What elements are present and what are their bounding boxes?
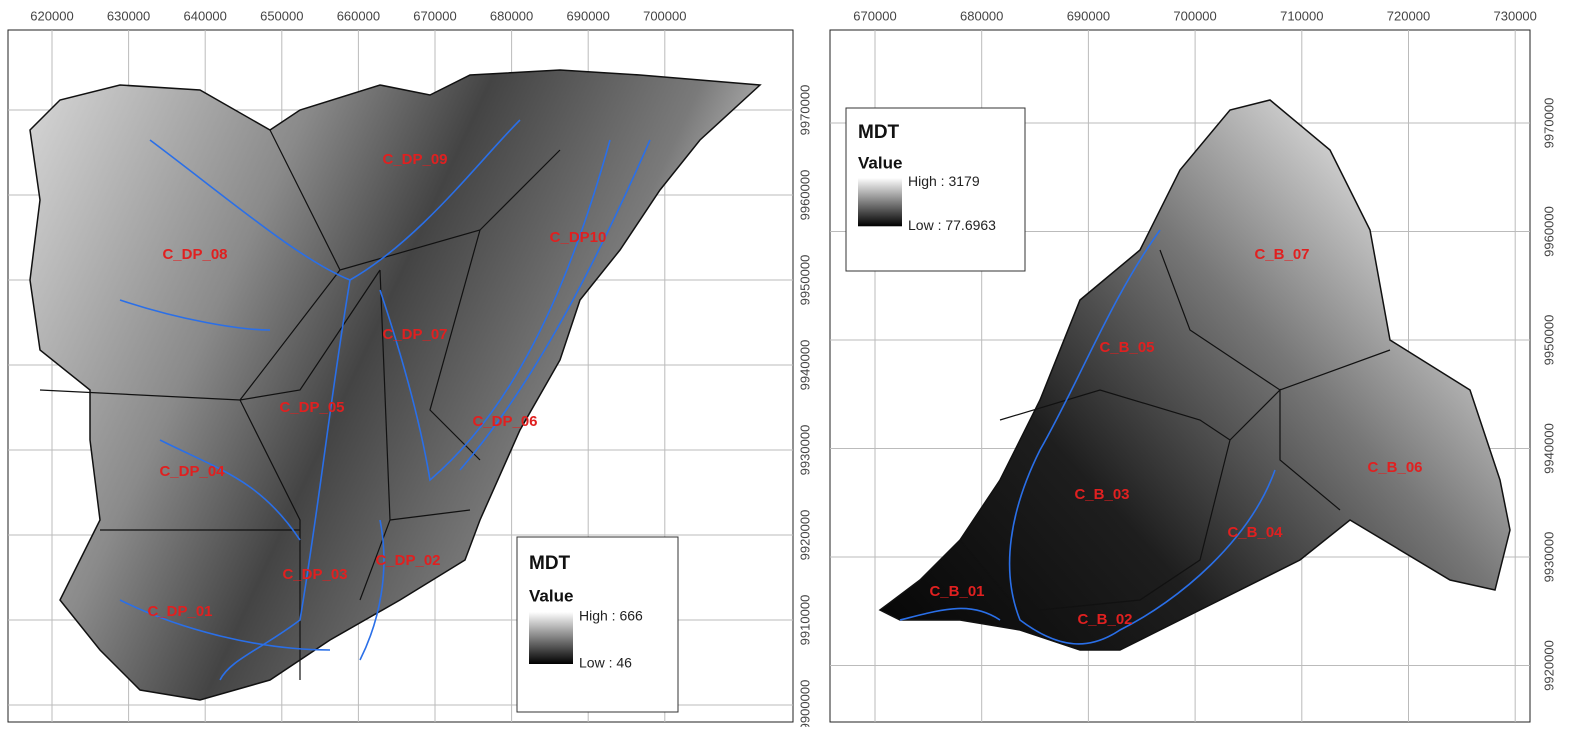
legend-low: Low : 46	[579, 655, 632, 671]
map-figure: 620000 630000 640000 650000 660000 670000 6800…	[0, 0, 1573, 727]
y-coordinate-label: 9940000	[797, 340, 812, 391]
subbasin-label: C_DP_07	[382, 326, 447, 343]
y-coordinate-label: 9920000	[1541, 640, 1556, 691]
y-coordinate-label: 9930000	[1541, 532, 1556, 583]
x-coordinate-label: 690000	[1067, 8, 1110, 23]
subbasin-label: C_DP_06	[472, 413, 537, 430]
x-coordinate-label: 650000	[260, 8, 303, 23]
y-coordinate-label: 9940000	[1541, 423, 1556, 474]
y-coordinate-label: 9920000	[797, 510, 812, 561]
subbasin-label: C_B_04	[1227, 524, 1283, 541]
x-coordinate-label: 670000	[413, 8, 456, 23]
y-coordinate-label: 9950000	[797, 255, 812, 306]
subbasin-label: C_DP_02	[375, 552, 440, 569]
legend-low: Low : 77.6963	[908, 217, 996, 233]
x-coordinate-label: 630000	[107, 8, 150, 23]
y-coordinate-label: 9930000	[797, 425, 812, 476]
y-coordinate-label: 9970000	[1541, 98, 1556, 149]
subbasin-label: C_DP_03	[282, 566, 347, 583]
legend-title: MDT	[529, 553, 571, 574]
map-panel-right: 670000 680000 690000 700000 710000 720000 7300…	[830, 8, 1556, 722]
map-panel-left: 620000 630000 640000 650000 660000 670000 6800…	[8, 8, 812, 727]
legend-ramp	[529, 612, 573, 664]
x-coordinate-label: 730000	[1494, 8, 1537, 23]
subbasin-label: C_B_03	[1074, 486, 1129, 503]
y-coordinate-label: 9910000	[797, 595, 812, 646]
y-coordinate-label: 9970000	[797, 85, 812, 136]
x-coordinate-label: 700000	[643, 8, 686, 23]
subbasin-label: C_B_05	[1099, 339, 1154, 356]
legend-high: High : 3179	[908, 173, 980, 189]
subbasin-label: C_DP_09	[382, 151, 447, 168]
subbasin-label: C_DP_05	[279, 399, 344, 416]
x-coordinate-label: 640000	[184, 8, 227, 23]
legend-ramp	[858, 178, 902, 226]
x-coordinate-label: 660000	[337, 8, 380, 23]
subbasin-label: C_DP_04	[159, 463, 225, 480]
x-coordinate-label: 700000	[1173, 8, 1216, 23]
legend-subtitle: Value	[858, 153, 902, 172]
legend-high: High : 666	[579, 608, 643, 624]
y-coordinate-label: 9900000	[797, 680, 812, 727]
legend-title: MDT	[858, 122, 900, 143]
x-coordinate-label: 680000	[960, 8, 1003, 23]
subbasin-label: C_B_01	[929, 583, 984, 600]
y-coordinate-label: 9950000	[1541, 315, 1556, 366]
legend-subtitle: Value	[529, 586, 573, 605]
subbasin-label: C_B_02	[1077, 611, 1132, 628]
x-coordinate-label: 670000	[853, 8, 896, 23]
subbasin-label: C_B_07	[1254, 246, 1309, 263]
subbasin-label: C_DP_08	[162, 246, 227, 263]
x-coordinate-label: 710000	[1280, 8, 1323, 23]
subbasin-label: C_DP_01	[147, 603, 212, 620]
x-coordinate-label: 690000	[567, 8, 610, 23]
x-coordinate-label: 620000	[30, 8, 73, 23]
subbasin-label: C_DP10	[550, 229, 607, 246]
y-coordinate-label: 9960000	[1541, 206, 1556, 257]
x-coordinate-label: 720000	[1387, 8, 1430, 23]
x-coordinate-label: 680000	[490, 8, 533, 23]
subbasin-label: C_B_06	[1367, 459, 1422, 476]
y-coordinate-label: 9960000	[797, 170, 812, 221]
